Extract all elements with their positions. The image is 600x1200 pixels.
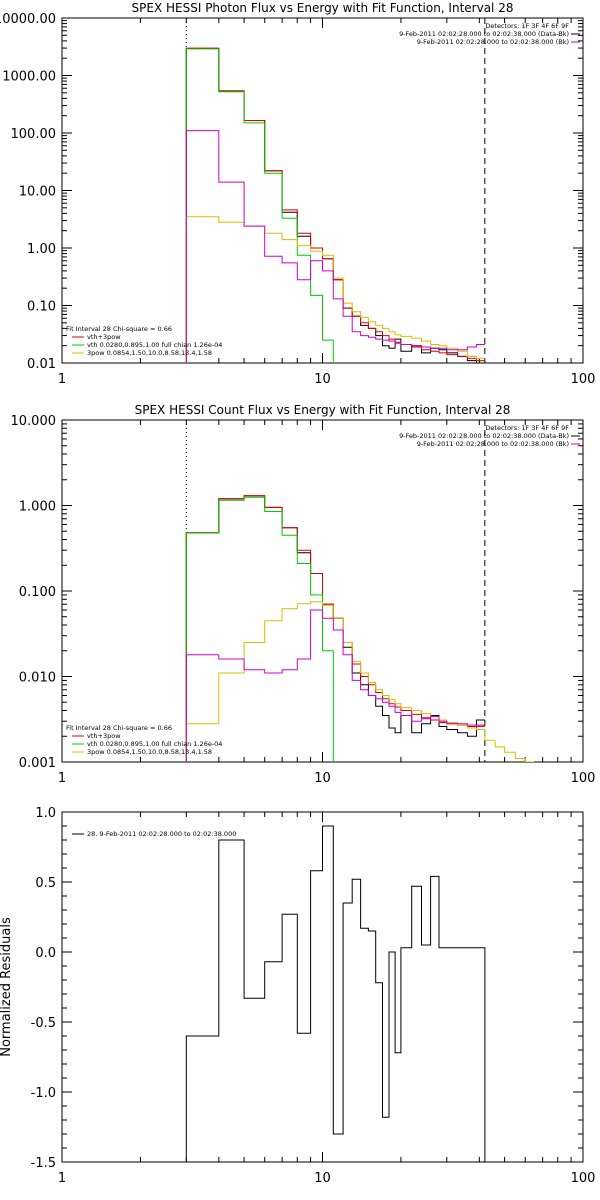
y-tick-label: 0.100: [19, 585, 56, 600]
series-line-1: [185, 48, 485, 363]
chart-panel-3: 1 10 100 -1.5 -1.0 -0.5 0.0 0.5 1.0 Normalized Re…: [0, 806, 595, 1186]
y-tick-label: 100.00: [11, 127, 57, 142]
header-text-3: 9-Feb-2011 02:02:28.000 to 02:02:38.000 …: [417, 38, 569, 46]
legend-entry-2: vth+3pow: [87, 732, 121, 740]
series-group: [185, 495, 535, 762]
y-tick-label: -1.5: [31, 1156, 56, 1171]
y-tick-label: 0.010: [19, 671, 56, 686]
y-tick-label: 1.0: [35, 806, 56, 821]
x-tick-label: 100: [571, 1171, 596, 1186]
y-tick-label: 0.0: [35, 946, 56, 961]
series-group: [185, 825, 486, 1162]
legend-entry-3: vth 0.0280,0.895,1.00 full chian 1.26e-0…: [87, 341, 222, 349]
x-tick-label: 1: [58, 372, 66, 387]
chart-title: SPEX HESSI Count Flux vs Energy with Fit…: [135, 403, 511, 417]
y-axis-label: Normalized Residuals: [0, 917, 14, 1057]
y-tick-label: 10.000: [11, 414, 57, 429]
y-tick-label: 1.00: [27, 242, 56, 257]
series-line-4: [185, 601, 535, 762]
x-tick-label: 100: [571, 771, 596, 786]
series-group: [185, 47, 485, 363]
x-tick-label: 10: [314, 1171, 331, 1186]
y-tick-label: 1.000: [19, 500, 56, 515]
legend-entry-4: 3pow 0.0854,1.50,10.0,8.58,13.4,1.58: [87, 748, 212, 756]
header-text-2: 9-Feb-2011 02:02:28.000 to 02:02:38.000 …: [399, 432, 569, 440]
chart-panel-1: SPEX HESSI Photon Flux vs Energy with Fi…: [0, 1, 595, 387]
x-tick-label: 1: [58, 1171, 66, 1186]
legend-entry-2: vth+3pow: [87, 333, 121, 341]
series-line-3: [185, 48, 334, 363]
y-tick-label: 0.001: [19, 756, 56, 771]
legend-entry-1: 28. 9-Feb-2011 02:02:28.000 to 02:02:38.…: [87, 830, 236, 838]
x-tick-label: 10: [314, 372, 331, 387]
y-tick-label: 0.5: [35, 876, 56, 891]
chart-title: SPEX HESSI Photon Flux vs Energy with Fi…: [132, 1, 514, 15]
x-tick-label: 1: [58, 771, 66, 786]
series-line-4: [185, 216, 485, 363]
y-tick-label: 10.00: [19, 185, 56, 200]
chart-panel-2: SPEX HESSI Count Flux vs Energy with Fit…: [11, 403, 596, 786]
y-tick-label: 0.10: [27, 300, 56, 315]
y-tick-label: 0.01: [27, 357, 56, 372]
legend-entry-3: vth 0.0280,0.895,1.00 full chian 1.26e-0…: [87, 740, 222, 748]
header-text-1: Detectors: 1F 3F 4F 6F 9F: [485, 424, 569, 432]
y-tick-label: 1000.00: [2, 70, 56, 85]
x-tick-label: 10: [314, 771, 331, 786]
legend-title: Fit Interval 28 Chi-square = 0.66: [66, 724, 172, 732]
y-tick-label: -1.0: [31, 1086, 56, 1101]
x-tick-label: 100: [571, 372, 596, 387]
header-text-3: 9-Feb-2011 02:02:28.000 to 02:02:38.000 …: [417, 440, 569, 448]
header-text-1: Detectors: 1F 3F 4F 6F 9F: [485, 22, 569, 30]
header-text-2: 9-Feb-2011 02:02:28.000 to 02:02:38.000 …: [399, 30, 569, 38]
series-line-1: [185, 825, 486, 1162]
series-line-5: [185, 609, 485, 762]
legend-entry-4: 3pow 0.0854,1.50,10.0,8.58,13.4,1.58: [87, 349, 212, 357]
series-line-2: [185, 47, 485, 363]
y-tick-label: -0.5: [31, 1016, 56, 1031]
series-line-5: [185, 130, 485, 363]
legend-title: Fit Interval 28 Chi-square = 0.66: [66, 325, 172, 333]
y-tick-label: 10000.00: [0, 12, 56, 27]
